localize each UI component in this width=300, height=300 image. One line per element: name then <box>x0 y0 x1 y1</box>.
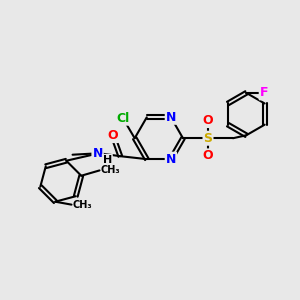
Text: CH₃: CH₃ <box>72 200 92 210</box>
Text: N: N <box>166 153 176 166</box>
Text: O: O <box>108 129 118 142</box>
Text: N: N <box>166 111 176 124</box>
Text: S: S <box>203 132 212 145</box>
Text: F: F <box>260 86 268 99</box>
Text: CH₃: CH₃ <box>100 165 120 176</box>
Text: H: H <box>103 155 112 165</box>
Text: O: O <box>203 114 213 127</box>
Text: O: O <box>203 149 213 162</box>
Text: N: N <box>92 147 103 160</box>
Text: Cl: Cl <box>116 112 130 125</box>
